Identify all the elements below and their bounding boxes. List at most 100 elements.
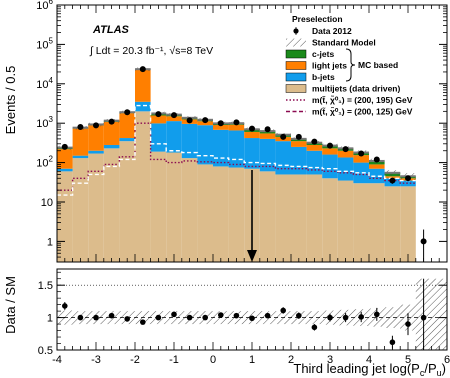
bar-multijets-data-driven--1 (72, 158, 89, 262)
data-point-3 (108, 118, 115, 125)
bar-light-jets-5 (135, 69, 151, 102)
x-tick-label-4: 0 (210, 354, 216, 366)
bar-b-jets-7 (166, 121, 182, 153)
bar-multijets-data-driven--20 (369, 183, 385, 262)
legend-label-6: m(t̃, χ̃⁰₁) = (200, 195) GeV (312, 94, 413, 105)
tick-exp: 6 (49, 0, 54, 6)
y-tick-label-main-5: 105 (36, 36, 53, 51)
data-point-9 (202, 117, 209, 124)
bar-light-jets-15 (291, 141, 307, 147)
bar-b-jets-4 (119, 138, 135, 142)
ratio-plot: 0.5 1 1.5 -4 -3 -2 -1 0 1 2 3 4 5 6 (38, 268, 450, 366)
data-point-17 (327, 142, 333, 149)
bar-b-jets-16 (306, 150, 323, 175)
legend-swatch-2 (285, 49, 307, 59)
y-tick-label-main-4: 104 (36, 76, 53, 91)
data-point-12 (249, 125, 255, 132)
bar-light-jets-19 (353, 155, 369, 163)
ratio-point-20 (374, 311, 380, 318)
tick-base: 10 (36, 39, 48, 51)
bar-light-jets-7 (166, 116, 182, 122)
bar-multijets-data-driven--17 (322, 178, 338, 262)
bar-light-jets-21 (384, 176, 401, 179)
ratio-point-21 (389, 339, 396, 346)
legend-label-3: light jets (312, 61, 347, 71)
tick-base: 10 (36, 158, 48, 170)
ratio-band-16 (306, 311, 323, 325)
ratio-point-16 (311, 324, 318, 331)
bar-light-jets-18 (337, 150, 354, 158)
data-point-16 (311, 138, 318, 145)
legend-label-4: b-jets (312, 72, 335, 82)
bar-b-jets-19 (353, 162, 369, 184)
bar-multijets-data-driven--2 (88, 153, 104, 262)
ratio-point-3 (108, 312, 115, 319)
legend-brace-label: MC based (358, 60, 398, 70)
data-point-23 (420, 238, 427, 245)
ratio-point-22 (405, 321, 411, 327)
bar-light-jets-13 (259, 133, 276, 139)
x-tick-label-9: 5 (405, 354, 411, 366)
data-point-0 (61, 143, 68, 150)
ratio-point-8 (186, 314, 193, 321)
tick-exp: 2 (49, 155, 54, 164)
bar-b-jets-20 (369, 168, 385, 184)
bar-b-jets-17 (322, 154, 338, 179)
y-tick-label-main-3: 103 (36, 115, 53, 130)
data-point-14 (280, 133, 287, 140)
signal-line-1 (57, 104, 416, 196)
ratio-point-2 (93, 314, 99, 321)
bar-b-jets-0 (57, 168, 73, 172)
y-axis-title-main: Events / 0.5 (3, 66, 18, 135)
x-tick-label-8: 4 (366, 354, 372, 366)
bar-b-jets-11 (228, 130, 245, 168)
tick-base: 10 (36, 118, 48, 130)
ratio-point-19 (358, 314, 365, 320)
data-point-15 (295, 133, 302, 140)
bar-multijets-data-driven--0 (57, 171, 73, 262)
experiment-label: ATLAS (92, 24, 130, 36)
bar-light-jets-16 (306, 144, 323, 151)
luminosity-label: ∫ Ldt = 20.3 fb⁻¹, √s=8 TeV (89, 45, 213, 57)
tick-base: 10 (36, 79, 48, 91)
data-point-1 (77, 124, 84, 131)
data-point-7 (171, 112, 177, 119)
x-tick-label-7: 3 (327, 354, 333, 366)
bar-light-jets-11 (228, 124, 245, 131)
ratio-band-24 (431, 278, 447, 350)
ratio-band-21 (384, 307, 401, 328)
bar-multijets-data-driven--3 (103, 148, 120, 262)
bar-multijets-data-driven--16 (306, 174, 323, 262)
ratio-content (57, 278, 447, 350)
bar-light-jets-10 (213, 125, 229, 130)
bar-b-jets-14 (275, 141, 291, 175)
bar-b-jets-8 (181, 123, 198, 159)
legend-swatch-3 (285, 61, 307, 70)
bar-multijets-data-driven--13 (259, 171, 276, 262)
bar-multijets-data-driven--7 (166, 152, 182, 262)
data-point-20 (373, 156, 380, 163)
data-point-10 (217, 120, 224, 127)
bar-multijets-data-driven--18 (337, 180, 354, 262)
ratio-point-1 (77, 314, 84, 321)
signal-line-0 (57, 122, 416, 191)
legend: Preselection Data 2012 Standard Modelc-je… (285, 14, 413, 117)
bar-light-jets-2 (88, 125, 104, 151)
bar-multijets-data-driven--4 (119, 141, 135, 262)
y-tick-label-main-1: 10 (41, 197, 53, 209)
ratio-point-18 (342, 314, 349, 321)
y-tick-label-main-6: 106 (36, 0, 53, 12)
bar-multijets-data-driven--8 (181, 158, 198, 262)
x-tick-label-3: -1 (169, 354, 179, 366)
bar-light-jets-9 (197, 121, 213, 126)
bar-b-jets-6 (150, 123, 167, 152)
ratio-point-7 (171, 311, 177, 318)
bar-multijets-data-driven--11 (228, 167, 245, 262)
y-tick-label-main-2: 102 (36, 155, 53, 170)
ratio-point-23 (420, 314, 427, 321)
data-point-4 (124, 109, 131, 116)
bar-light-jets-6 (150, 115, 167, 124)
tick-exp: 4 (49, 76, 54, 85)
ratio-point-10 (218, 312, 224, 318)
